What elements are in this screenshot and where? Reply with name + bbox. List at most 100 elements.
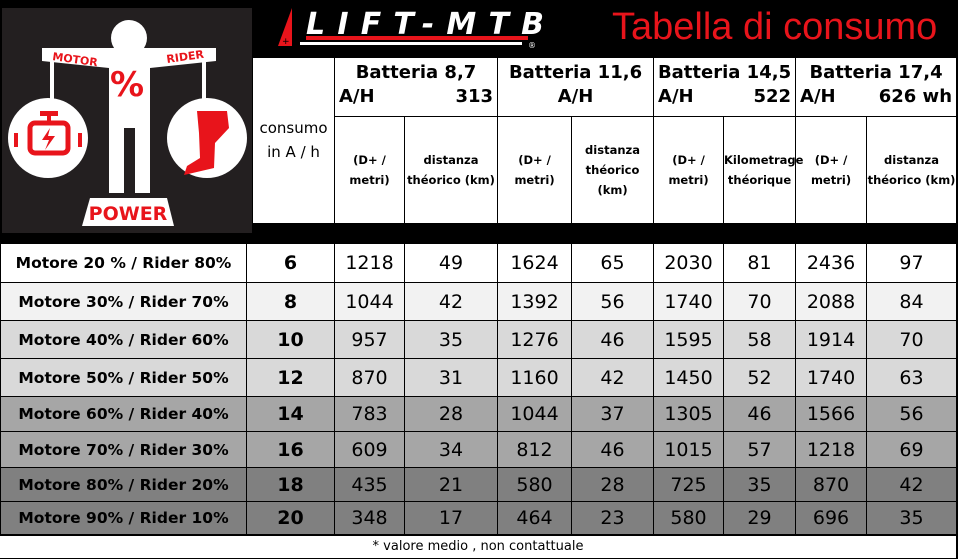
consumption-table: Motore 20 % / Rider 80% 6 1218 49 1624 65 2030… xyxy=(0,243,957,535)
elevation-value: 1218 xyxy=(334,243,405,283)
row-label: Motore 40% / Rider 60% xyxy=(0,320,247,359)
motor-rider-power-logo: MOTOR RIDER % POWER xyxy=(2,8,252,233)
elevation-value: 1595 xyxy=(653,320,724,359)
distance-value: 29 xyxy=(723,501,796,535)
table-row: Motore 90% / Rider 10% 20 348 17 464 23 580 29 6… xyxy=(0,501,957,535)
distance-value: 46 xyxy=(723,396,796,432)
distance-value: 63 xyxy=(866,358,957,397)
elevation-value: 1305 xyxy=(653,396,724,432)
elevation-value: 2088 xyxy=(795,282,867,321)
elevation-value: 1740 xyxy=(795,358,867,397)
consumo-value: 8 xyxy=(246,282,335,321)
svg-text:%: % xyxy=(110,65,144,105)
elevation-value: 2436 xyxy=(795,243,867,283)
distance-value: 46 xyxy=(571,320,654,359)
elevation-value: 580 xyxy=(497,467,572,502)
consumo-value: 20 xyxy=(246,501,335,535)
distance-value: 56 xyxy=(866,396,957,432)
elevation-value: 609 xyxy=(334,431,405,468)
distance-value: 34 xyxy=(404,431,498,468)
elevation-value: 870 xyxy=(795,467,867,502)
distance-value: 84 xyxy=(866,282,957,321)
table-header: consumo in A / h Batteria 8,7 A/H 313 Batt… xyxy=(252,57,958,224)
subheader-cell: (D+ / metri) xyxy=(334,116,405,224)
distance-value: 65 xyxy=(571,243,654,283)
distance-value: 42 xyxy=(404,282,498,321)
consumo-header: consumo in A / h xyxy=(252,57,335,224)
elevation-value: 1276 xyxy=(497,320,572,359)
distance-value: 49 xyxy=(404,243,498,283)
elevation-value: 1160 xyxy=(497,358,572,397)
elevation-value: 1044 xyxy=(497,396,572,432)
table-row: Motore 50% / Rider 50% 12 870 31 1160 42 1450 5… xyxy=(0,358,957,397)
table-row: Motore 70% / Rider 30% 16 609 34 812 46 1015 57… xyxy=(0,431,957,468)
row-label: Motore 80% / Rider 20% xyxy=(0,467,247,502)
table-row: Motore 20 % / Rider 80% 6 1218 49 1624 65 2030… xyxy=(0,243,957,283)
consumo-value: 12 xyxy=(246,358,335,397)
table-row: Motore 30% / Rider 70% 8 1044 42 1392 56 1740 7… xyxy=(0,282,957,321)
elevation-value: 435 xyxy=(334,467,405,502)
subheader-cell: Kilometrage théorique xyxy=(723,116,803,224)
subheader-cell: (D+ / metri) xyxy=(653,116,725,224)
distance-value: 31 xyxy=(404,358,498,397)
elevation-value: 1015 xyxy=(653,431,724,468)
distance-value: 97 xyxy=(866,243,957,283)
elevation-value: 725 xyxy=(653,467,724,502)
subheader-cell: distanza théorico (km) xyxy=(866,116,958,224)
subheader-cell: distanza théorico (km) xyxy=(403,116,499,224)
footnote: * valore medio , non contattuale xyxy=(0,536,956,558)
lift-mtb-brand-logo: + LIFT-MTB ® xyxy=(270,2,560,54)
row-label: Motore 90% / Rider 10% xyxy=(0,501,247,535)
row-label: Motore 60% / Rider 40% xyxy=(0,396,247,432)
distance-value: 70 xyxy=(723,282,796,321)
elevation-value: 812 xyxy=(497,431,572,468)
svg-text:MOTOR: MOTOR xyxy=(52,50,100,69)
distance-value: 35 xyxy=(404,320,498,359)
distance-value: 28 xyxy=(571,467,654,502)
elevation-value: 1450 xyxy=(653,358,724,397)
elevation-value: 1914 xyxy=(795,320,867,359)
table-row: Motore 60% / Rider 40% 14 783 28 1044 37 1305 4… xyxy=(0,396,957,432)
elevation-value: 1044 xyxy=(334,282,405,321)
distance-value: 35 xyxy=(866,501,957,535)
consumo-value: 6 xyxy=(246,243,335,283)
distance-value: 46 xyxy=(571,431,654,468)
distance-value: 52 xyxy=(723,358,796,397)
battery-header: Batteria 17,4 A/H 626 wh xyxy=(795,57,958,117)
battery-header: Batteria 14,5 A/H 522 xyxy=(653,57,797,117)
elevation-value: 348 xyxy=(334,501,405,535)
elevation-value: 2030 xyxy=(653,243,724,283)
elevation-value: 1624 xyxy=(497,243,572,283)
svg-text:POWER: POWER xyxy=(89,203,168,225)
battery-header: Batteria 8,7 A/H 313 xyxy=(333,57,499,117)
page-title: Tabella di consumo xyxy=(612,6,938,48)
elevation-value: 464 xyxy=(497,501,572,535)
consumo-value: 10 xyxy=(246,320,335,359)
distance-value: 81 xyxy=(723,243,796,283)
svg-text:®: ® xyxy=(528,41,536,50)
table-row: Motore 80% / Rider 20% 18 435 21 580 28 725 35 8… xyxy=(0,467,957,502)
consumo-value: 16 xyxy=(246,431,335,468)
elevation-value: 580 xyxy=(653,501,724,535)
distance-value: 37 xyxy=(571,396,654,432)
svg-text:+: + xyxy=(282,37,290,47)
elevation-value: 1218 xyxy=(795,431,867,468)
distance-value: 58 xyxy=(723,320,796,359)
elevation-value: 1740 xyxy=(653,282,724,321)
distance-value: 69 xyxy=(866,431,957,468)
row-label: Motore 50% / Rider 50% xyxy=(0,358,247,397)
distance-value: 35 xyxy=(723,467,796,502)
distance-value: 42 xyxy=(866,467,957,502)
elevation-value: 1566 xyxy=(795,396,867,432)
elevation-value: 696 xyxy=(795,501,867,535)
distance-value: 17 xyxy=(404,501,498,535)
elevation-value: 1392 xyxy=(497,282,572,321)
consumo-value: 18 xyxy=(246,467,335,502)
row-label: Motore 70% / Rider 30% xyxy=(0,431,247,468)
row-label: Motore 30% / Rider 70% xyxy=(0,282,247,321)
subheader-cell: (D+ / metri) xyxy=(497,116,573,224)
distance-value: 70 xyxy=(866,320,957,359)
consumo-value: 14 xyxy=(246,396,335,432)
elevation-value: 870 xyxy=(334,358,405,397)
row-label: Motore 20 % / Rider 80% xyxy=(0,243,247,283)
